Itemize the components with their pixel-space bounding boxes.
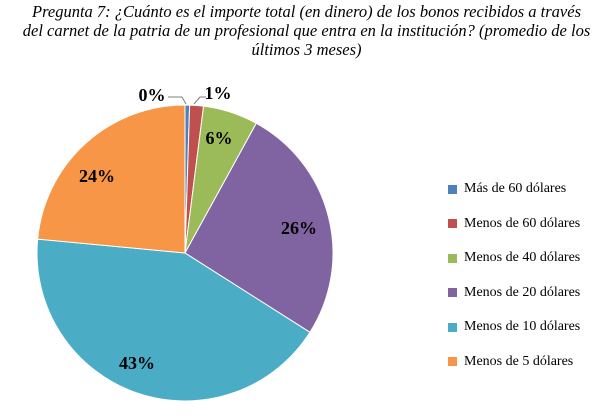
legend-item: Menos de 20 dólares — [448, 276, 580, 311]
leader-line — [193, 96, 206, 105]
legend-swatch — [448, 322, 457, 332]
pie-slice — [36, 238, 311, 402]
data-label: 1% — [205, 83, 232, 103]
data-label: 43% — [119, 353, 155, 373]
data-label: 6% — [206, 128, 233, 148]
data-label: 24% — [79, 166, 115, 186]
data-label: 26% — [281, 218, 317, 238]
legend-swatch — [448, 184, 457, 194]
legend-swatch — [448, 288, 457, 298]
legend-label: Menos de 5 dólares — [464, 353, 574, 369]
chart-title-line-1: Pregunta 7: ¿Cuánto es el importe total … — [31, 2, 581, 21]
legend-swatch — [448, 357, 457, 367]
data-label: 0% — [139, 85, 166, 105]
chart-title-line-3: últimos 3 meses) — [251, 40, 362, 59]
legend-item: Menos de 10 dólares — [448, 310, 580, 345]
chart-legend: Más de 60 dólares Menos de 60 dólares Me… — [448, 172, 580, 379]
legend-label: Menos de 10 dólares — [464, 319, 581, 335]
pie-slice — [184, 122, 334, 333]
legend-label: Menos de 40 dólares — [464, 250, 581, 266]
legend-item: Menos de 40 dólares — [448, 241, 580, 276]
legend-item: Más de 60 dólares — [448, 172, 580, 207]
legend-item: Menos de 5 dólares — [448, 345, 580, 380]
legend-swatch — [448, 219, 457, 229]
legend-label: Menos de 60 dólares — [464, 215, 581, 231]
pie-slice — [37, 104, 186, 254]
legend-item: Menos de 60 dólares — [448, 207, 580, 242]
legend-label: Menos de 20 dólares — [464, 284, 581, 300]
legend-label: Más de 60 dólares — [464, 181, 567, 197]
chart-title-line-2: del carnet de la patria de un profesiona… — [22, 21, 591, 40]
chart-title: Pregunta 7: ¿Cuánto es el importe total … — [0, 2, 613, 59]
leader-line — [168, 96, 187, 105]
legend-swatch — [448, 253, 457, 263]
